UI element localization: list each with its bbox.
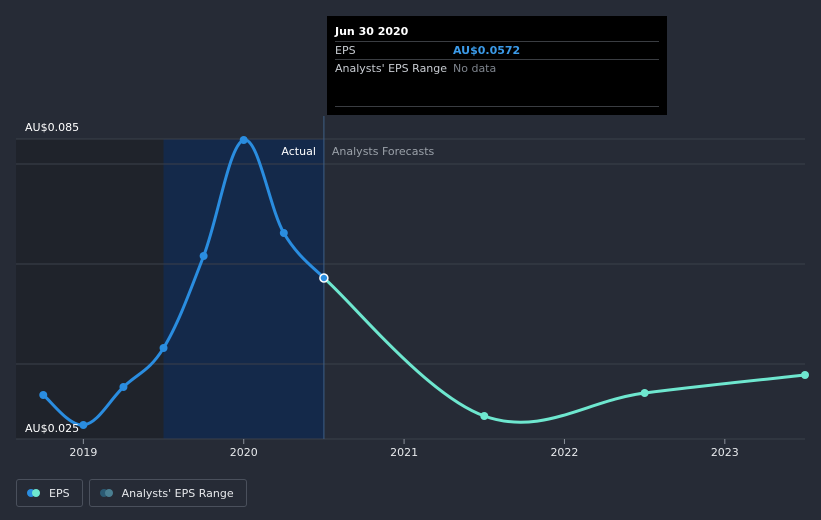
x-tick-label: 2022 [550, 446, 578, 459]
forecast-region-label: Analysts Forecasts [332, 145, 435, 158]
x-tick-label: 2021 [390, 446, 418, 459]
eps-forecast-point [640, 389, 649, 397]
y-axis-min-label: AU$0.025 [25, 422, 79, 435]
eps-highlight-point [319, 273, 329, 283]
tooltip-date: Jun 30 2020 [335, 25, 409, 38]
eps-actual-point [239, 136, 248, 144]
eps-actual-point [199, 252, 208, 260]
legend-eps-label: EPS [49, 486, 70, 500]
tooltip-row-eps: EPS AU$0.0572 [335, 41, 659, 59]
eps-actual-point [119, 383, 128, 391]
x-tick-label: 2020 [230, 446, 258, 459]
legend-eps-button[interactable]: EPS [16, 479, 83, 507]
past-period-band [16, 139, 164, 439]
data-points [39, 136, 809, 429]
tooltip-eps-label: EPS [335, 44, 356, 57]
tooltip-eps-value: AU$0.0572 [453, 44, 521, 57]
chart-legend: EPS Analysts' EPS Range [16, 479, 247, 507]
eps-forecast-point [480, 412, 489, 420]
eps-actual-point [159, 344, 168, 352]
eps-forecast-point [801, 371, 809, 379]
eps-actual-point [79, 421, 88, 429]
legend-range-label: Analysts' EPS Range [121, 486, 234, 500]
tooltip-range-value: No data [453, 62, 497, 75]
x-tick-label: 2019 [69, 446, 97, 459]
tooltip-panel: Jun 30 2020 EPS AU$0.0572 Analysts' EPS … [327, 16, 667, 115]
eps-actual-point [39, 391, 48, 399]
grid-lines [16, 138, 805, 440]
legend-range-button[interactable]: Analysts' EPS Range [88, 479, 247, 507]
eps-actual-point [279, 229, 288, 237]
tooltip-divider [335, 106, 659, 107]
tooltip-range-label: Analysts' EPS Range [335, 62, 448, 75]
eps-legend-icon [27, 489, 41, 497]
x-tick-label: 2023 [711, 446, 739, 459]
tooltip-row-range: Analysts' EPS Range No data [335, 59, 659, 77]
eps-forecast-line [322, 276, 806, 424]
y-axis-max-label: AU$0.085 [25, 121, 79, 134]
range-legend-icon [99, 489, 114, 497]
actual-period-region [163, 139, 324, 439]
eps-actual-line [42, 138, 326, 427]
x-axis-ticks: 2019 2020 2021 2022 2023 [69, 439, 739, 459]
actual-region-label: Actual [281, 145, 315, 158]
